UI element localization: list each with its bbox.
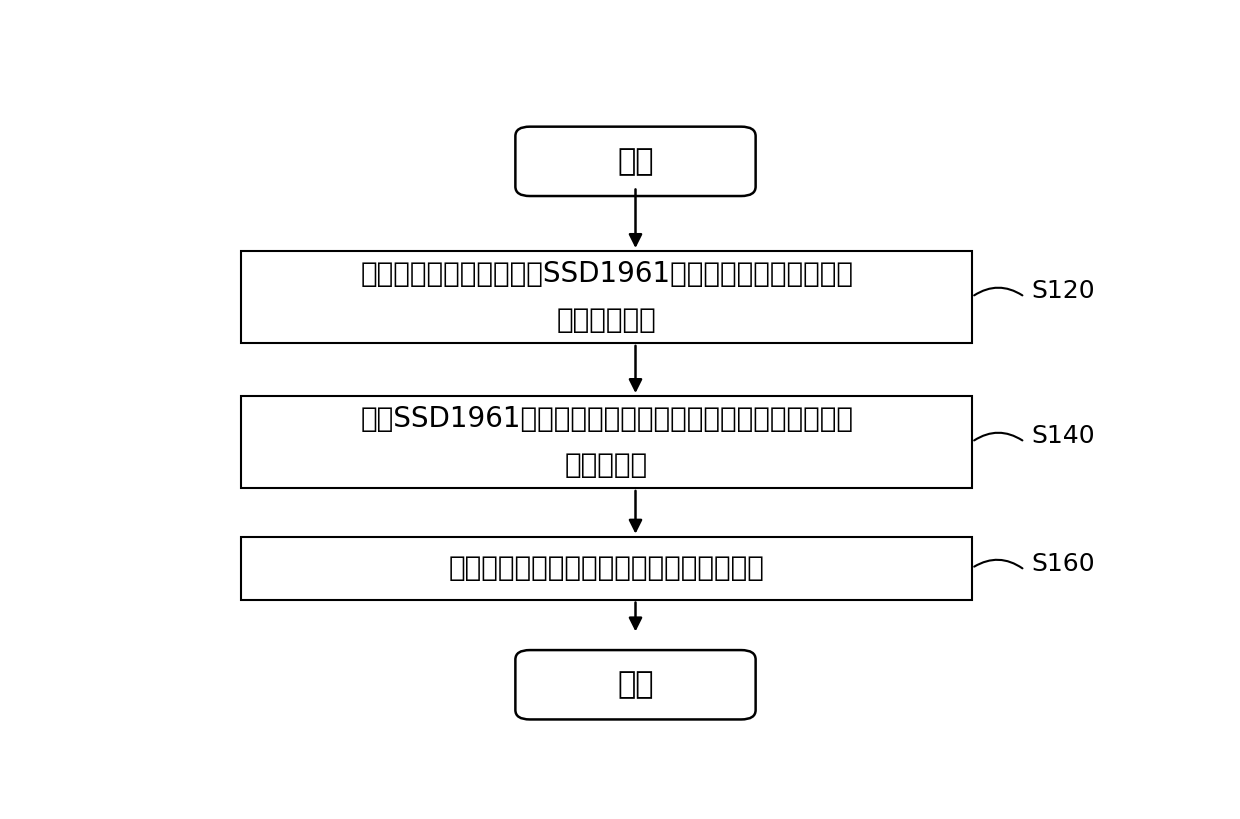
FancyBboxPatch shape [516, 650, 755, 719]
Text: 开始: 开始 [618, 147, 653, 176]
Text: 结束: 结束 [618, 670, 653, 699]
FancyBboxPatch shape [516, 127, 755, 196]
Bar [242, 396, 972, 487]
Text: 通过SSD1961芯片将串行视频数字信号转换为相应的并行视
频数字信号: 通过SSD1961芯片将串行视频数字信号转换为相应的并行视 频数字信号 [360, 405, 853, 479]
Text: S140: S140 [1032, 423, 1095, 448]
Bar [242, 251, 972, 342]
Text: S120: S120 [1032, 278, 1095, 303]
Text: S160: S160 [1032, 552, 1095, 576]
Text: 根据并行视频数字信号驱动硅基液晶显示屏: 根据并行视频数字信号驱动硅基液晶显示屏 [449, 554, 765, 582]
Bar [242, 536, 972, 600]
Text: 将外部视频信号转换为与SSD1961芯片的接口相匹配的串行
视频数字信号: 将外部视频信号转换为与SSD1961芯片的接口相匹配的串行 视频数字信号 [360, 260, 853, 333]
